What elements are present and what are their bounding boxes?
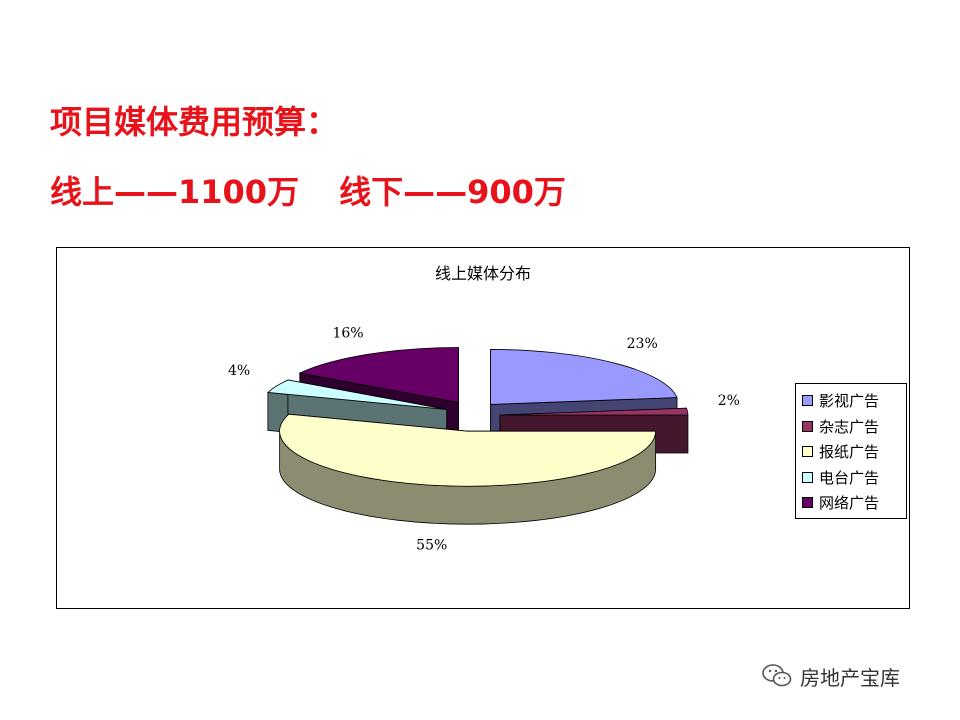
pie-slice-报纸广告 bbox=[279, 413, 657, 525]
legend-item: 电台广告 bbox=[802, 465, 906, 491]
wechat-icon bbox=[762, 664, 792, 687]
data-label-报纸广告: 55% bbox=[416, 537, 447, 553]
budget-subtitle: 线上——1100万 线下——900万 bbox=[50, 172, 566, 212]
legend-swatch bbox=[802, 446, 813, 458]
legend-label: 报纸广告 bbox=[819, 443, 880, 462]
data-label-影视广告: 23% bbox=[627, 336, 658, 352]
online-budget: 线上——1100万 bbox=[50, 173, 300, 211]
data-label-电台广告: 4% bbox=[228, 363, 250, 379]
data-label-杂志广告: 2% bbox=[718, 393, 740, 409]
legend-swatch bbox=[802, 497, 813, 509]
watermark: 房地产宝库 bbox=[762, 662, 900, 690]
chart-title: 线上媒体分布 bbox=[434, 264, 531, 283]
legend-item: 影视广告 bbox=[802, 388, 906, 414]
chart-legend: 影视广告杂志广告报纸广告电台广告网络广告 bbox=[795, 383, 907, 519]
watermark-text: 房地产宝库 bbox=[800, 665, 900, 690]
legend-swatch bbox=[802, 395, 813, 407]
legend-item: 杂志广告 bbox=[802, 414, 906, 440]
offline-budget: 线下——900万 bbox=[339, 173, 566, 211]
legend-item: 报纸广告 bbox=[802, 439, 906, 465]
legend-swatch bbox=[802, 420, 813, 432]
page-title: 项目媒体费用预算： bbox=[50, 103, 339, 141]
chart-area: 线上媒体分布 23% 2% 55% 4% 16% 影视广告杂志广告报纸广告电台广告网络广… bbox=[56, 247, 910, 609]
data-label-网络广告: 16% bbox=[332, 326, 363, 342]
legend-item: 网络广告 bbox=[802, 490, 906, 516]
legend-swatch bbox=[802, 471, 813, 483]
legend-label: 杂志广告 bbox=[819, 417, 880, 436]
pie-chart: 23% 2% 55% 4% 16% bbox=[228, 326, 740, 554]
legend-label: 网络广告 bbox=[819, 494, 880, 513]
legend-label: 影视广告 bbox=[819, 392, 880, 411]
legend-label: 电台广告 bbox=[819, 468, 880, 487]
